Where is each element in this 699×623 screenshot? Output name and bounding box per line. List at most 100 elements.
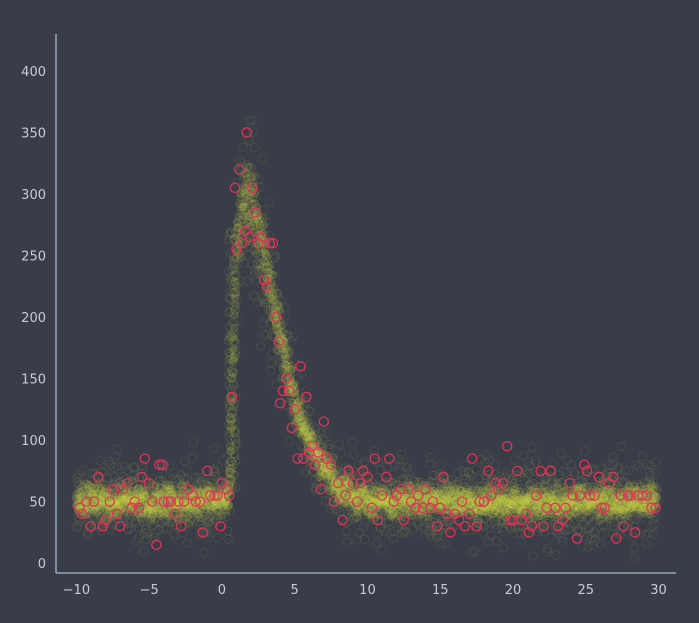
posterior-sample-point bbox=[439, 512, 449, 522]
posterior-sample-point bbox=[411, 484, 421, 495]
x-tick-label: 10 bbox=[359, 583, 376, 598]
posterior-sample-point bbox=[357, 495, 367, 505]
posterior-sample-point bbox=[267, 301, 277, 311]
posterior-sample-point bbox=[300, 422, 310, 432]
posterior-sample-point bbox=[549, 504, 559, 514]
posterior-sample-point bbox=[90, 469, 101, 479]
posterior-sample-point bbox=[182, 474, 193, 484]
posterior-sample-point bbox=[266, 365, 276, 375]
posterior-sample-point bbox=[493, 479, 503, 490]
posterior-sample-point bbox=[507, 497, 517, 507]
posterior-sample-point bbox=[463, 467, 474, 478]
posterior-sample-point bbox=[215, 514, 226, 524]
posterior-sample-point bbox=[119, 461, 130, 471]
posterior-sample-point bbox=[226, 468, 236, 478]
posterior-sample-point bbox=[99, 494, 110, 504]
posterior-sample-point bbox=[495, 502, 505, 512]
posterior-sample-point bbox=[155, 518, 165, 528]
posterior-sample-point bbox=[457, 491, 467, 501]
posterior-sample-point bbox=[281, 348, 291, 359]
posterior-sample-point bbox=[323, 482, 333, 493]
y-tick-label: 350 bbox=[21, 126, 46, 141]
posterior-sample-point bbox=[375, 464, 385, 475]
posterior-sample-point bbox=[310, 482, 320, 492]
posterior-sample-point bbox=[516, 472, 526, 482]
posterior-sample-point bbox=[517, 536, 527, 546]
posterior-sample-point bbox=[218, 500, 228, 510]
posterior-sample-point bbox=[118, 507, 128, 517]
posterior-sample-point bbox=[552, 496, 562, 507]
posterior-sample-point bbox=[465, 470, 475, 480]
posterior-sample-point bbox=[325, 439, 336, 449]
posterior-sample-point bbox=[161, 524, 172, 534]
posterior-sample-point bbox=[152, 485, 162, 495]
posterior-sample-point bbox=[146, 492, 157, 503]
posterior-sample-point bbox=[201, 482, 212, 492]
posterior-sample-point bbox=[520, 504, 530, 514]
posterior-sample-point bbox=[559, 513, 570, 524]
posterior-sample-point bbox=[400, 500, 411, 510]
posterior-sample-point bbox=[364, 485, 374, 495]
posterior-sample-point bbox=[510, 490, 520, 500]
posterior-sample-point bbox=[407, 511, 416, 520]
posterior-sample-point bbox=[250, 201, 261, 211]
posterior-sample-point bbox=[509, 455, 519, 465]
posterior-sample-point bbox=[300, 468, 310, 478]
posterior-sample-point bbox=[276, 334, 287, 344]
posterior-sample-point bbox=[116, 497, 126, 507]
posterior-sample-point bbox=[301, 386, 311, 396]
posterior-sample-point bbox=[236, 242, 247, 253]
posterior-sample-point bbox=[299, 410, 309, 420]
posterior-sample-point bbox=[497, 505, 508, 515]
posterior-sample-point bbox=[149, 499, 159, 509]
posterior-sample-point bbox=[271, 296, 281, 307]
posterior-sample-point bbox=[510, 485, 521, 496]
posterior-sample-point bbox=[348, 450, 358, 460]
posterior-sample-point bbox=[427, 521, 437, 532]
posterior-sample-point bbox=[117, 511, 127, 521]
posterior-sample-point bbox=[247, 115, 257, 125]
posterior-sample-point bbox=[223, 534, 234, 544]
posterior-sample-point bbox=[414, 492, 425, 503]
posterior-sample-point bbox=[115, 495, 125, 505]
posterior-sample-point bbox=[261, 294, 271, 305]
posterior-sample-point bbox=[338, 469, 348, 480]
posterior-sample-point bbox=[83, 519, 94, 529]
posterior-sample-point bbox=[541, 475, 551, 485]
posterior-sample-point bbox=[260, 221, 269, 230]
posterior-sample-point bbox=[84, 509, 95, 519]
posterior-sample-point bbox=[509, 495, 519, 506]
posterior-sample-point bbox=[552, 490, 562, 500]
posterior-sample-point bbox=[107, 507, 117, 517]
posterior-sample-point bbox=[570, 470, 580, 480]
posterior-sample-point bbox=[269, 249, 279, 260]
posterior-sample-point bbox=[302, 425, 312, 435]
posterior-sample-point bbox=[254, 266, 264, 276]
posterior-sample-point bbox=[383, 506, 393, 517]
posterior-sample-point bbox=[76, 482, 87, 492]
posterior-sample-point bbox=[499, 501, 509, 511]
posterior-sample-point bbox=[288, 410, 298, 421]
posterior-sample-point bbox=[425, 529, 435, 539]
posterior-sample-point bbox=[432, 533, 442, 543]
posterior-sample-point bbox=[167, 518, 178, 528]
posterior-sample-point bbox=[483, 506, 493, 516]
posterior-sample-point bbox=[304, 451, 315, 461]
posterior-sample-point bbox=[511, 505, 522, 515]
posterior-sample-point bbox=[354, 528, 364, 538]
posterior-sample-point bbox=[72, 477, 82, 488]
posterior-sample-point bbox=[286, 363, 296, 373]
posterior-sample-point bbox=[296, 440, 306, 451]
posterior-sample-point bbox=[433, 483, 443, 493]
posterior-sample-point bbox=[506, 522, 516, 532]
posterior-sample-point bbox=[139, 528, 150, 538]
posterior-sample-point bbox=[216, 491, 227, 501]
y-tick-label: 100 bbox=[21, 434, 46, 449]
posterior-sample-point bbox=[160, 469, 171, 480]
posterior-sample-point bbox=[296, 395, 305, 404]
posterior-sample-point bbox=[137, 487, 147, 497]
posterior-sample-point bbox=[359, 522, 369, 532]
posterior-sample-point bbox=[138, 461, 148, 471]
posterior-sample-point bbox=[246, 226, 256, 237]
posterior-sample-point bbox=[265, 287, 275, 297]
